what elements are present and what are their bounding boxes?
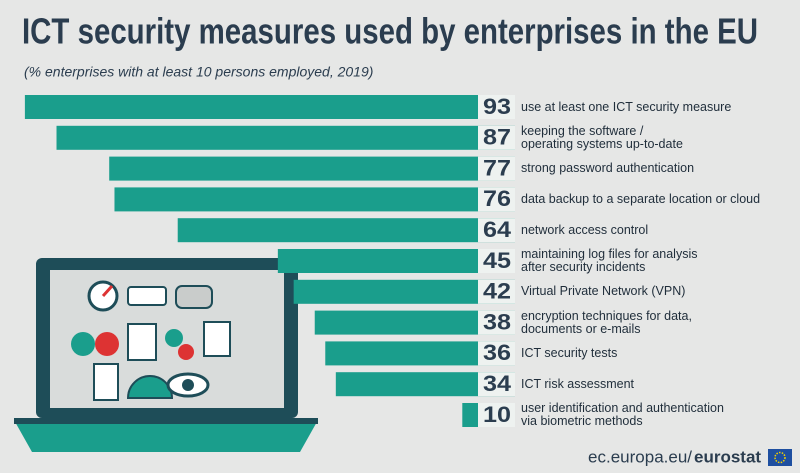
category-label: data backup to a separate location or cl… [521,191,761,206]
value-label: 93 [483,94,511,119]
value-label: 34 [483,371,512,396]
laptop-illustration [14,258,318,452]
value-box [478,249,515,273]
value-label: 77 [483,155,511,180]
bar [114,187,515,212]
value-box [478,279,515,304]
bar [109,156,516,181]
bar [24,95,515,119]
value-box [478,125,515,150]
category-label: keeping the software / operating systems… [521,123,683,151]
category-label: maintaining log files for analysis after… [521,247,698,274]
category-label: ICT security tests [521,345,618,360]
category-label: encryption techniques for data, document… [521,308,692,336]
value-label: 64 [483,217,512,242]
value-box [478,95,515,119]
value-label: 87 [483,125,511,150]
value-label: 76 [483,186,511,211]
category-label: network access control [521,222,649,237]
category-label: strong password authentication [521,161,695,176]
value-box [478,310,515,335]
category-label: use at least one ICT security measure [521,99,732,114]
bar [56,125,515,150]
category-label: user identification and authentication v… [521,401,724,428]
chart-title: ICT security measures used by enterprise… [22,11,758,52]
value-label: 36 [483,340,511,365]
value-box [478,403,515,427]
value-label: 45 [483,248,511,273]
value-box [478,218,515,243]
value-box [478,187,515,212]
value-box [478,372,515,397]
category-label: Virtual Private Network (VPN) [521,284,686,299]
value-box [478,341,515,366]
eu-flag [768,449,792,466]
chart-subtitle: (% enterprises with at least 10 persons … [24,64,373,80]
source-brand: eurostat [694,447,761,466]
category-label: ICT risk assessment [521,376,634,391]
value-box [478,156,515,181]
value-label: 10 [483,402,511,427]
value-label: 42 [483,279,511,304]
value-label: 38 [483,309,511,334]
bar [177,218,515,243]
source-url: ec.europa.eu/ [588,447,692,466]
bar [277,249,515,273]
